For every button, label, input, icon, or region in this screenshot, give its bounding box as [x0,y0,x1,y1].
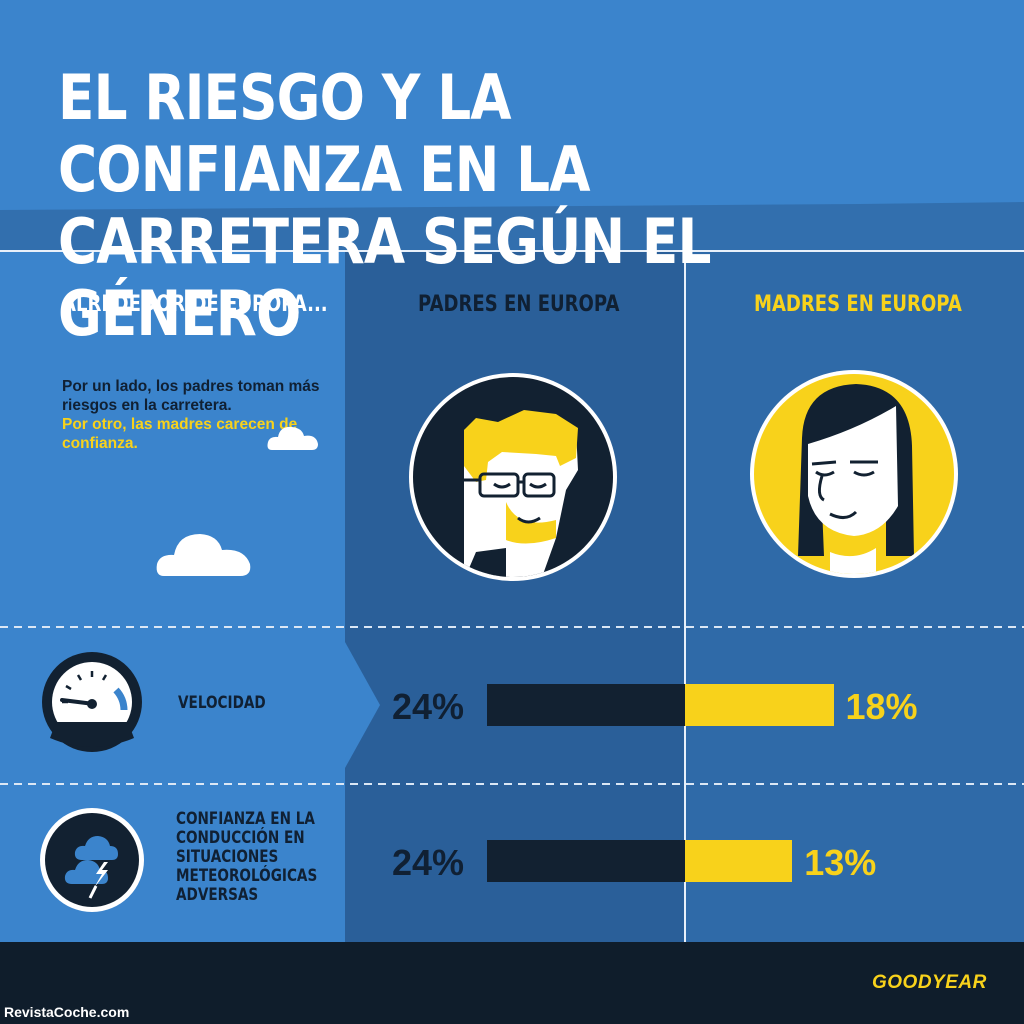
cloud-icon [267,426,318,450]
header-mothers: MADRES EN EUROPA [754,292,962,317]
speedometer-icon [42,652,142,752]
value-label-padres-velocidad: 24% [392,686,465,727]
storm-cloud-icon [40,808,144,912]
intro-fathers-text: Por un lado, los padres toman más riesgo… [62,378,320,414]
title-line-1: EL RIESGO Y LA CONFIANZA EN LA [58,61,591,206]
label-confianza: CONFIANZA EN LA CONDUCCIÓN EN SITUACIONE… [176,810,317,905]
bar-madres-confianza [685,840,793,882]
header-fathers: PADRES EN EUROPA [418,292,620,317]
watermark: RevistaCoche.com [4,1004,130,1020]
label-confianza-line: ADVERSAS [176,885,259,905]
label-confianza-line: SITUACIONES [176,847,279,867]
value-label-madres-velocidad: 18% [845,686,918,727]
label-confianza-line: CONDUCCIÓN EN [176,828,305,848]
label-confianza-line: METEOROLÓGICAS [176,866,318,886]
header-left: ALREDEDOR DE EUROPA... [62,292,328,317]
father-avatar [409,373,617,581]
bar-madres-velocidad [685,684,834,726]
bar-padres-velocidad [487,684,685,726]
page-title: EL RIESGO Y LA CONFIANZA EN LA CARRETERA… [58,62,866,350]
brand-logo: GOODYEAR [872,972,987,993]
label-velocidad: VELOCIDAD [178,693,266,713]
value-label-madres-confianza: 13% [804,842,877,883]
mother-avatar [750,370,958,578]
bar-padres-confianza [487,840,685,882]
intro-mothers-text: Por otro, las madres carecen de confianz… [62,416,298,452]
intro-text: Por un lado, los padres toman más riesgo… [62,377,332,453]
title-line-2: CARRETERA SEGÚN EL GÉNERO [58,205,711,350]
label-confianza-line: CONFIANZA EN LA [176,809,315,829]
value-label-padres-confianza: 24% [392,842,465,883]
cloud-icon [156,534,251,576]
